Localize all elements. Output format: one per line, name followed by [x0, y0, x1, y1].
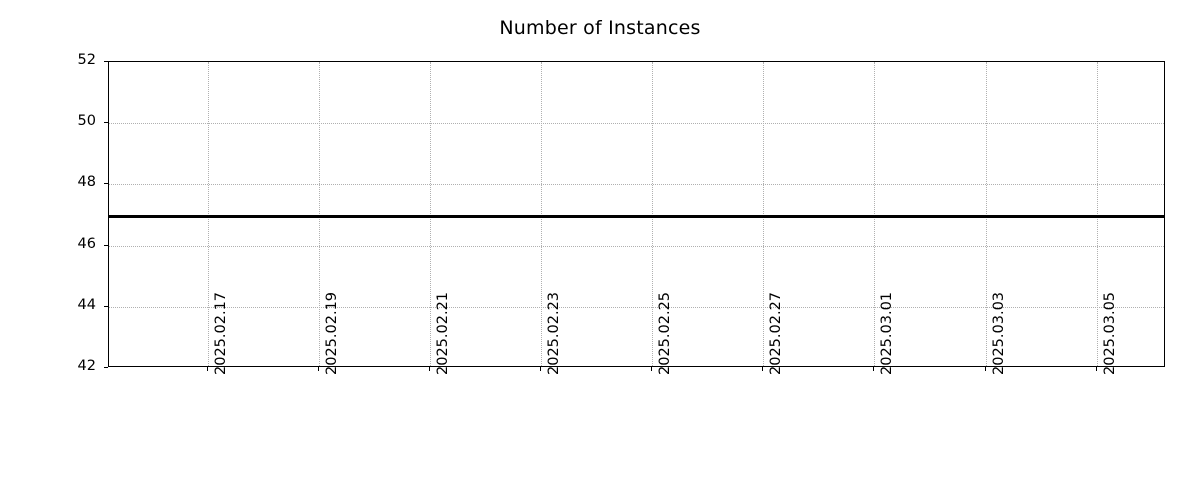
- gridline-vertical: [430, 62, 431, 366]
- x-axis-tick: [206, 367, 208, 371]
- x-axis-tick-label: 2025.03.01: [879, 291, 896, 375]
- y-axis-tick: [104, 122, 108, 124]
- x-axis-tick: [762, 367, 764, 371]
- y-axis-tick: [104, 183, 108, 185]
- x-axis-tick: [429, 367, 430, 371]
- x-axis-tick: [984, 367, 986, 371]
- x-axis-tick-label: 2025.03.03: [990, 291, 1007, 375]
- x-axis-tick-label: 2025.02.25: [657, 291, 674, 375]
- x-axis-tick: [317, 367, 319, 371]
- y-axis-tick-label-text: 48: [77, 174, 96, 191]
- y-axis-tick-label-text: 46: [77, 235, 96, 252]
- gridline-horizontal: [109, 184, 1164, 186]
- x-axis-tick-label: 2025.02.23: [546, 291, 563, 375]
- x-axis-tick-label: 2025.02.17: [212, 291, 229, 375]
- series-line: [109, 215, 1164, 218]
- y-axis-tick: [104, 367, 108, 368]
- y-axis-tick: [104, 61, 108, 62]
- gridline-horizontal: [109, 123, 1164, 125]
- gridline-horizontal: [109, 306, 1164, 308]
- x-axis-tick: [651, 367, 653, 371]
- x-axis-tick: [1095, 367, 1097, 371]
- plot-area: [108, 61, 1165, 367]
- y-axis-tick-label-text: 50: [77, 113, 96, 130]
- y-axis-tick: [104, 305, 108, 307]
- gridline-vertical: [1096, 62, 1098, 366]
- gridline-horizontal: [109, 245, 1164, 247]
- y-axis-tick-label-text: 44: [77, 296, 96, 313]
- gridline-vertical: [541, 62, 543, 366]
- x-axis-tick-label: 2025.03.05: [1101, 291, 1118, 375]
- y-axis-tick: [104, 244, 108, 246]
- gridline-vertical: [874, 62, 876, 366]
- y-axis-tick-label-text: 52: [77, 52, 96, 68]
- x-axis-tick: [873, 367, 875, 371]
- gridline-vertical: [207, 62, 209, 366]
- x-axis-tick-label: 2025.02.21: [435, 291, 451, 375]
- chart-title: Number of Instances: [499, 17, 701, 39]
- y-axis-tick-label-text: 42: [77, 358, 96, 374]
- gridline-vertical: [318, 62, 320, 366]
- x-axis-tick-label: 2025.02.19: [323, 291, 340, 375]
- x-axis-tick-label: 2025.02.27: [768, 291, 785, 375]
- x-axis-tick: [540, 367, 542, 371]
- gridline-vertical: [763, 62, 765, 366]
- gridline-vertical: [985, 62, 987, 366]
- gridline-vertical: [652, 62, 654, 366]
